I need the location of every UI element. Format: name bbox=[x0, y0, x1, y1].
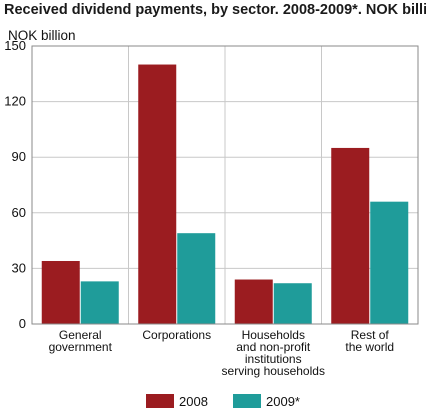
y-tick-label: 0 bbox=[19, 316, 26, 331]
bar-2009-2 bbox=[273, 283, 312, 324]
category-label: Households and non-profit institutions serv… bbox=[222, 328, 325, 378]
bar-2009-0 bbox=[80, 281, 119, 324]
bar-2008-2 bbox=[234, 279, 273, 324]
y-tick-label: 60 bbox=[12, 205, 26, 220]
category-label-line: institutions bbox=[245, 352, 302, 366]
y-tick-label: 90 bbox=[12, 149, 26, 164]
y-tick-label: 120 bbox=[4, 94, 26, 109]
y-tick-label: 30 bbox=[12, 260, 26, 275]
category-label: General government bbox=[49, 328, 113, 354]
legend-label: 2009* bbox=[266, 394, 300, 409]
bar-2009-3 bbox=[370, 201, 409, 324]
category-label-line: Corporations bbox=[142, 328, 211, 342]
category-label-line: Rest of bbox=[351, 328, 390, 342]
legend-swatch bbox=[233, 394, 261, 408]
bar-2008-0 bbox=[41, 260, 80, 324]
chart-title: Received dividend payments, by sector. 2… bbox=[4, 2, 426, 18]
legend-label: 2008 bbox=[179, 394, 208, 409]
bar-2008-3 bbox=[331, 147, 370, 324]
category-label-line: serving households bbox=[222, 364, 325, 378]
category-label: Corporations bbox=[142, 328, 211, 342]
category-label-line: General bbox=[59, 328, 102, 342]
legend-swatch bbox=[146, 394, 174, 408]
category-label-line: government bbox=[49, 340, 113, 354]
bar-2008-1 bbox=[138, 64, 177, 325]
plot-frame bbox=[31, 45, 419, 325]
y-axis-label: NOK billion bbox=[8, 28, 76, 43]
bar-2009-1 bbox=[177, 233, 216, 324]
y-tick-label: 150 bbox=[4, 38, 26, 53]
category-label: Rest of the world bbox=[345, 328, 394, 354]
category-label-line: and non-profit bbox=[236, 340, 311, 354]
category-label-line: Households bbox=[242, 328, 305, 342]
category-label-line: the world bbox=[345, 340, 394, 354]
